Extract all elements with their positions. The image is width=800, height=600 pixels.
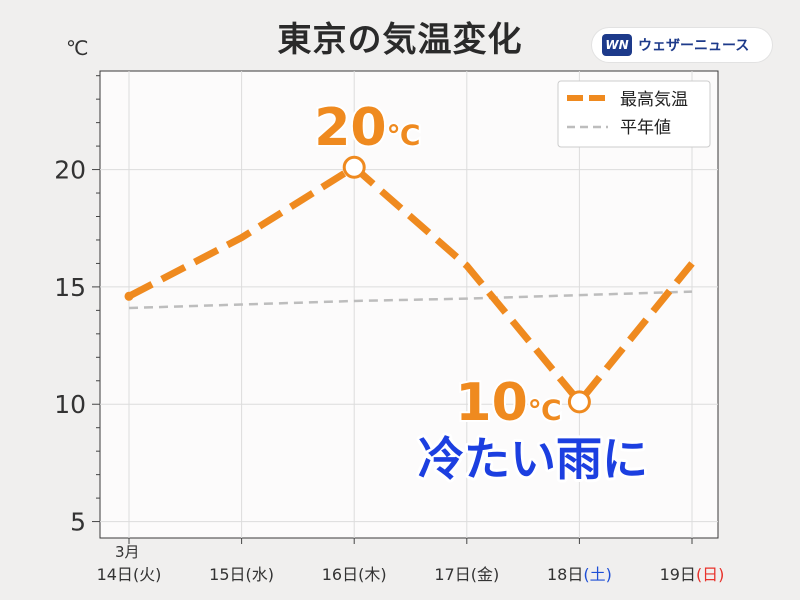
x-tick-day: 19日: [660, 565, 696, 584]
logo-mark: WN: [602, 34, 632, 56]
annotation-label: 20℃: [314, 98, 420, 158]
x-month-label: 3月: [115, 543, 140, 561]
y-tick-label: 15: [54, 273, 86, 302]
x-tick-label: 18日(土): [547, 565, 612, 584]
x-axis-labels: 3月 14日(火) 15日(水) 16日(木) 17日(金) 18日(土) 19日(日): [97, 543, 725, 584]
x-tick-dow: (木): [358, 565, 387, 584]
legend-label-max: 最高気温: [620, 90, 688, 110]
x-tick-dow: (土): [583, 565, 612, 584]
annotation-value: 20: [314, 98, 386, 158]
annotation-unit: ℃: [387, 119, 421, 152]
x-tick-day: 15日: [209, 565, 245, 584]
x-tick-label: 15日(水): [209, 565, 274, 584]
chart-title: 東京の気温変化: [277, 20, 523, 60]
annotation-label: 10℃: [455, 373, 561, 433]
annotation-unit: ℃: [528, 394, 562, 427]
y-tick-label: 20: [54, 156, 86, 185]
plot-area: [99, 70, 719, 539]
annotation-point: [567, 390, 591, 414]
x-tick-day: 16日: [322, 565, 358, 584]
x-tick-label: 17日(金): [434, 565, 499, 584]
y-tick-label: 5: [70, 508, 86, 537]
callout-text: 冷たい雨に: [418, 432, 648, 486]
legend-label-normal: 平年値: [620, 118, 671, 138]
annotation-point: [342, 155, 366, 179]
x-tick-day: 18日: [547, 565, 583, 584]
weathernews-logo: WN ウェザーニュース: [592, 28, 772, 62]
annotation-value: 10: [455, 373, 527, 433]
x-tick-dow: (火): [133, 565, 162, 584]
x-tick-label: 19日(日): [660, 565, 725, 584]
x-tick-day: 17日: [434, 565, 470, 584]
series-line-normal: [128, 290, 693, 310]
x-tick-dow: (日): [696, 565, 725, 584]
series-max-start-point: [124, 291, 134, 301]
series-line-max: [127, 163, 695, 406]
x-tick-label: 14日(火): [97, 565, 162, 584]
x-tick-dow: (金): [471, 565, 500, 584]
logo-text: ウェザーニュース: [638, 38, 750, 54]
x-tick-label: 16日(木): [322, 565, 387, 584]
y-unit-label: ℃: [66, 36, 89, 60]
y-tick-label: 10: [54, 390, 86, 419]
x-tick-dow: (水): [246, 565, 275, 584]
x-tick-day: 14日: [97, 565, 133, 584]
